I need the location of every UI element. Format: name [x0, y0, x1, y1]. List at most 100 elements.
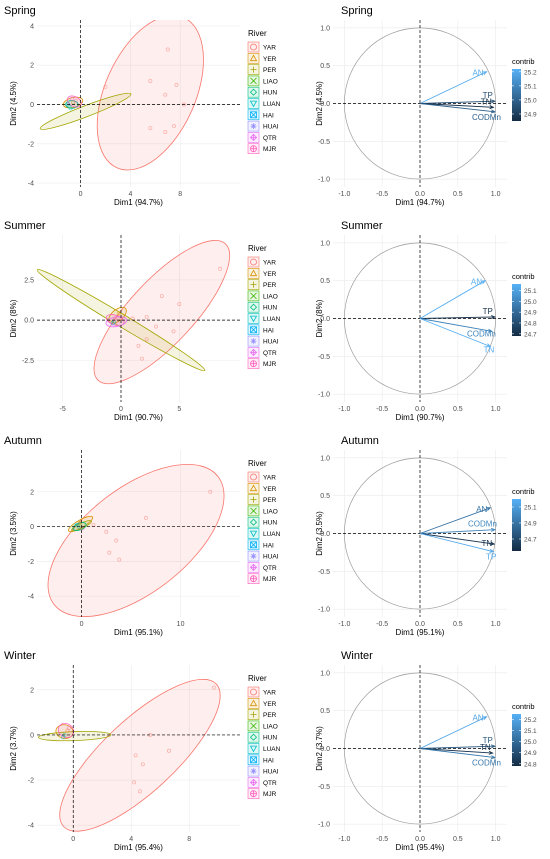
legend-title: River: [248, 244, 267, 253]
arrow-tp: [419, 533, 494, 553]
y-tick-label: -1.0: [318, 822, 330, 829]
legend-item-hai: HAI: [247, 754, 274, 766]
variables-plot-summer: Summer AN TP CODMn TN -1.0 -0.5 0.0 0.5 1.0 -1.0 -0…: [315, 220, 537, 422]
legend-symbol: [249, 303, 258, 311]
legend-symbol: [250, 575, 257, 583]
legend-symbol: [249, 518, 258, 526]
plot-data: [47, 463, 225, 617]
x-axis-title: Dim1 (90.7%): [114, 413, 163, 422]
arrow-label-an: AN: [476, 505, 487, 514]
colorbar-tick-label: 25.0: [524, 299, 537, 306]
arrow-head: [490, 541, 496, 546]
legend-item-yer: YER: [247, 267, 277, 279]
y-tick-label: 0.5: [320, 493, 330, 500]
x-axis-title: Dim1 (95.4%): [396, 843, 445, 852]
legend-key: [247, 256, 260, 268]
colorbar-tick-label: 24.7: [524, 331, 537, 338]
y-tick-label: 2: [30, 489, 34, 496]
arrow-label-tn: TN: [480, 743, 491, 752]
colorbar-title: contrib: [512, 272, 535, 281]
arrow-tp: [419, 745, 495, 749]
x-tick-label: 0.5: [453, 191, 463, 198]
legend-symbol: [250, 553, 257, 560]
legend-label: QTR: [263, 135, 277, 142]
symbol-x: [250, 756, 257, 764]
point-yar: [154, 324, 158, 329]
legend-symbol: [250, 688, 257, 696]
y-axis-title: Dim2 (4.5%): [9, 81, 18, 126]
legend-symbol: [249, 133, 258, 141]
symbol-plus: [250, 790, 257, 797]
symbol-plus: [250, 349, 257, 356]
symbol-plus: [250, 145, 257, 152]
x-tick-label: 8: [178, 191, 182, 198]
y-axis-title: Dim2 (3.7%): [9, 726, 18, 771]
symbol-plus: [250, 575, 257, 582]
point-yar: [159, 294, 164, 298]
legend-title: River: [248, 459, 267, 468]
concentration-ellipse-yar: [59, 678, 221, 832]
x-tick-label: 0.0: [415, 191, 425, 198]
legend-symbol: [250, 338, 257, 345]
x-tick-label: -1.0: [338, 191, 350, 198]
y-tick-label: -0.5: [318, 139, 330, 146]
variable-arrows: AN TP CODMn TN: [419, 278, 497, 354]
colorbar: [512, 284, 521, 336]
legend-symbol: [250, 123, 257, 130]
x-axis-title: Dim1 (94.7%): [396, 198, 445, 207]
colorbar-tick-label: 25.1: [524, 505, 537, 512]
arrow-label-an: AN: [471, 278, 482, 287]
x-tick-label: 0.5: [453, 406, 463, 413]
legend-item-huai: HUAI: [247, 550, 279, 562]
arrow-tn: [419, 533, 495, 545]
contrib-colorbar: contrib 25.1 25.0 24.9 24.8 24.7: [512, 272, 537, 338]
arrow-label-tp: TP: [483, 307, 493, 316]
legend-label: YAR: [263, 690, 276, 697]
legend-item-yer: YER: [247, 482, 277, 494]
y-tick-label: 0.0: [320, 316, 330, 323]
legend-label: YAR: [263, 45, 276, 52]
point-yar: [208, 489, 213, 494]
legend-symbol: [249, 745, 258, 753]
symbol-x: [250, 326, 257, 334]
legend-item-hai: HAI: [247, 109, 274, 121]
y-tick-label: 0.0: [320, 101, 330, 108]
x-tick-label: 8: [187, 836, 191, 843]
y-axis-title: Dim2 (3.7%): [315, 726, 324, 771]
point-yar: [171, 329, 176, 334]
symbol-plus: [250, 360, 257, 367]
legend-label: MJR: [263, 146, 277, 153]
y-axis-title: Dim2 (4.5%): [315, 81, 324, 126]
point-yar: [172, 124, 176, 129]
y-tick-label: 0.0: [320, 531, 330, 538]
legend-item-liao: LIAO: [247, 75, 278, 87]
point-yar: [166, 748, 171, 753]
point-yar: [148, 78, 153, 83]
chart-title: Summer: [341, 220, 383, 232]
contrib-colorbar: contrib 25.2 25.1 25.0 24.9 24.8: [512, 702, 537, 768]
legend-item-liao: LIAO: [247, 720, 278, 732]
legend-label: QTR: [263, 350, 277, 357]
legend-symbol: [250, 507, 257, 515]
legend-item-huai: HUAI: [247, 120, 279, 132]
legend-symbol: [250, 541, 257, 549]
x-tick-label: -5: [60, 406, 66, 413]
legend-item-yar: YAR: [247, 256, 276, 268]
colorbar-tick-label: 25.0: [524, 739, 537, 746]
y-tick-label: -4: [28, 181, 34, 188]
y-tick-label: 2.5: [24, 277, 34, 284]
legend-item-yar: YAR: [247, 471, 276, 483]
arrow-label-tn: TN: [481, 539, 492, 548]
arrow-head: [490, 109, 497, 114]
point-yar: [177, 302, 182, 306]
legend-symbol: [249, 484, 258, 492]
legend-label: HUN: [263, 520, 277, 527]
legend-item-hai: HAI: [247, 324, 274, 336]
arrow-label-an: AN: [472, 714, 483, 723]
point-hai: [110, 321, 115, 326]
legend-symbol: [249, 733, 258, 741]
chart-title: Winter: [4, 650, 36, 662]
point-yar: [107, 550, 112, 555]
x-tick-label: 0.0: [415, 836, 425, 843]
chart-title: Summer: [4, 220, 46, 232]
